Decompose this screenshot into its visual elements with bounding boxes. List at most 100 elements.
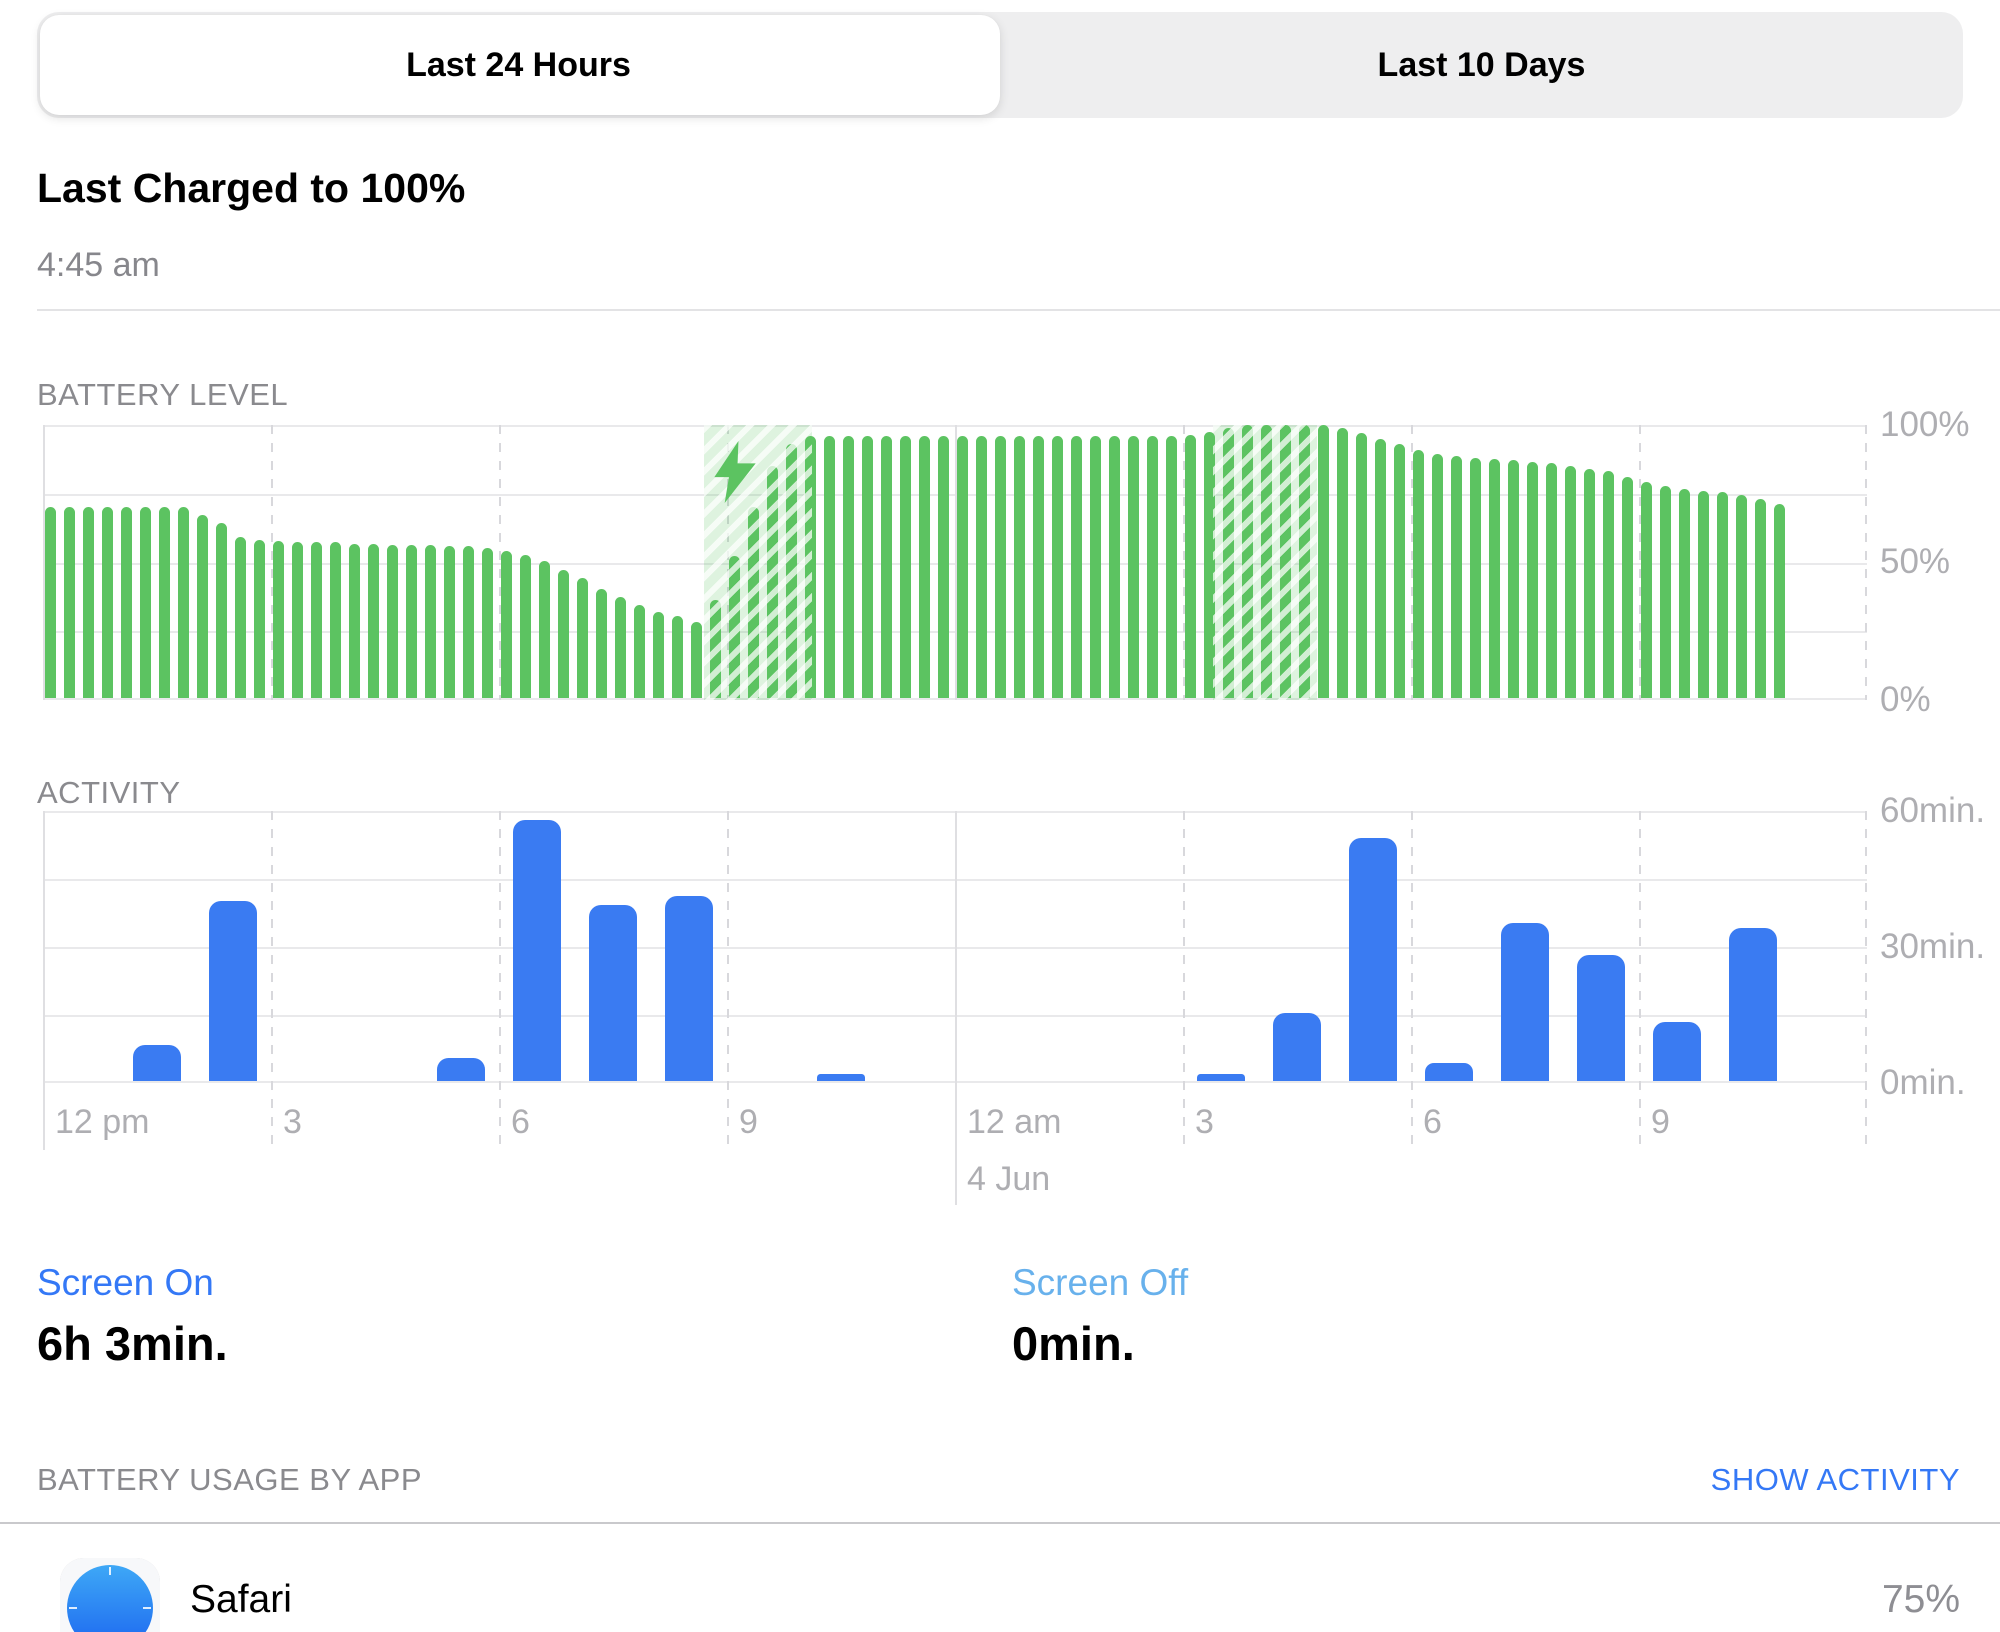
battery-bar xyxy=(672,616,683,698)
battery-bar xyxy=(102,507,113,698)
activity-bar xyxy=(1197,1074,1245,1081)
gridline xyxy=(271,425,273,700)
battery-bar xyxy=(1584,469,1595,698)
activity-bar xyxy=(437,1058,485,1081)
tab-last-24-hours[interactable]: Last 24 Hours xyxy=(406,46,631,84)
battery-bar xyxy=(1641,482,1652,698)
gridline xyxy=(1639,425,1641,700)
battery-bar xyxy=(539,561,550,698)
battery-bar xyxy=(1451,456,1462,698)
battery-bar xyxy=(178,507,189,698)
battery-bar xyxy=(387,545,398,698)
battery-bar xyxy=(520,555,531,698)
last-charged-time: 4:45 am xyxy=(37,246,160,284)
screen-off-value: 0min. xyxy=(1012,1317,1135,1370)
app-usage-row-safari[interactable]: Safari 75% xyxy=(0,1540,2000,1632)
battery-bar xyxy=(653,612,664,698)
battery-bar xyxy=(254,540,265,698)
battery-bar xyxy=(292,542,303,698)
battery-bar xyxy=(1489,459,1500,698)
gridline xyxy=(727,811,729,1150)
battery-bar xyxy=(1166,436,1177,698)
gridline xyxy=(43,425,45,700)
activity-chart[interactable] xyxy=(43,811,1867,1205)
gridline xyxy=(955,425,957,700)
battery-bar xyxy=(596,589,607,698)
time-axis-label: 6 xyxy=(511,1103,530,1141)
activity-bar xyxy=(1729,928,1777,1081)
charging-period-stripes xyxy=(1213,425,1317,700)
battery-axis-label-100: 100% xyxy=(1880,405,1970,444)
activity-bar xyxy=(589,905,637,1081)
gridline xyxy=(1865,425,1867,700)
gridline xyxy=(1865,811,1867,1150)
battery-bar xyxy=(1679,489,1690,698)
battery-bar xyxy=(216,523,227,698)
battery-bar xyxy=(1565,466,1576,698)
time-axis-label: 6 xyxy=(1423,1103,1442,1141)
app-name: Safari xyxy=(190,1578,292,1621)
battery-bar xyxy=(1090,436,1101,698)
activity-bar xyxy=(665,896,713,1081)
battery-bar xyxy=(64,507,75,698)
battery-bar xyxy=(558,570,569,698)
battery-bar xyxy=(330,542,341,698)
app-battery-percent: 75% xyxy=(1881,1578,1960,1621)
show-activity-button[interactable]: SHOW ACTIVITY xyxy=(1710,1462,1960,1497)
tab-last-10-days[interactable]: Last 10 Days xyxy=(1377,46,1586,84)
battery-bar xyxy=(634,605,645,698)
battery-bar xyxy=(1204,432,1215,698)
battery-bar xyxy=(1698,491,1709,698)
divider xyxy=(37,309,2000,311)
gridline xyxy=(499,425,501,700)
battery-bar xyxy=(368,544,379,698)
battery-bar xyxy=(881,436,892,698)
activity-bar xyxy=(1501,923,1549,1081)
battery-bar xyxy=(976,436,987,698)
battery-bar xyxy=(273,541,284,698)
time-range-segmented-control: Last 24 Hours Last 10 Days xyxy=(37,12,1963,118)
activity-bar xyxy=(209,901,257,1081)
battery-level-chart[interactable] xyxy=(43,425,1867,700)
gridline xyxy=(271,811,273,1150)
battery-bar xyxy=(1356,433,1367,698)
battery-bar xyxy=(1071,436,1082,698)
gridline xyxy=(1183,811,1185,1150)
activity-bar xyxy=(1273,1013,1321,1081)
battery-bar xyxy=(1109,436,1120,698)
charging-bolt-icon xyxy=(714,441,756,508)
battery-bar xyxy=(1147,436,1158,698)
battery-bar xyxy=(1413,450,1424,698)
battery-bar xyxy=(1508,460,1519,698)
time-axis-label: 9 xyxy=(739,1103,758,1141)
battery-bar xyxy=(482,548,493,698)
battery-bar xyxy=(349,544,360,698)
activity-bar xyxy=(817,1074,865,1081)
gridline xyxy=(1411,425,1413,700)
battery-bar xyxy=(83,507,94,698)
battery-bar xyxy=(1318,425,1329,698)
battery-bar xyxy=(938,436,949,698)
battery-bar xyxy=(1622,477,1633,698)
activity-bar xyxy=(513,820,561,1081)
battery-axis-label-50: 50% xyxy=(1880,542,1951,581)
battery-bar xyxy=(1052,436,1063,698)
time-axis-label: 3 xyxy=(1195,1103,1214,1141)
battery-bar xyxy=(1014,436,1025,698)
screen-on-value: 6h 3min. xyxy=(37,1317,228,1370)
battery-bar xyxy=(824,436,835,698)
battery-bar xyxy=(1337,428,1348,698)
battery-bar xyxy=(1546,463,1557,698)
battery-usage-section-label: BATTERY USAGE BY APP xyxy=(37,1462,423,1497)
date-label: 4 Jun xyxy=(967,1160,1051,1198)
gridline xyxy=(1639,811,1641,1150)
battery-bar xyxy=(995,436,1006,698)
battery-bar xyxy=(1527,462,1538,698)
divider xyxy=(0,1522,2000,1524)
battery-bar xyxy=(444,546,455,698)
activity-bar xyxy=(1425,1063,1473,1081)
battery-bar xyxy=(919,436,930,698)
gridline xyxy=(499,811,501,1150)
battery-bar xyxy=(1660,486,1671,698)
